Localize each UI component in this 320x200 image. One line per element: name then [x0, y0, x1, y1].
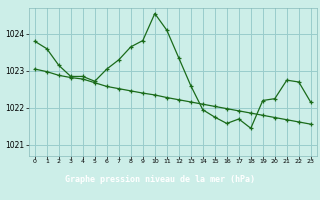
Text: Graphe pression niveau de la mer (hPa): Graphe pression niveau de la mer (hPa) [65, 176, 255, 184]
